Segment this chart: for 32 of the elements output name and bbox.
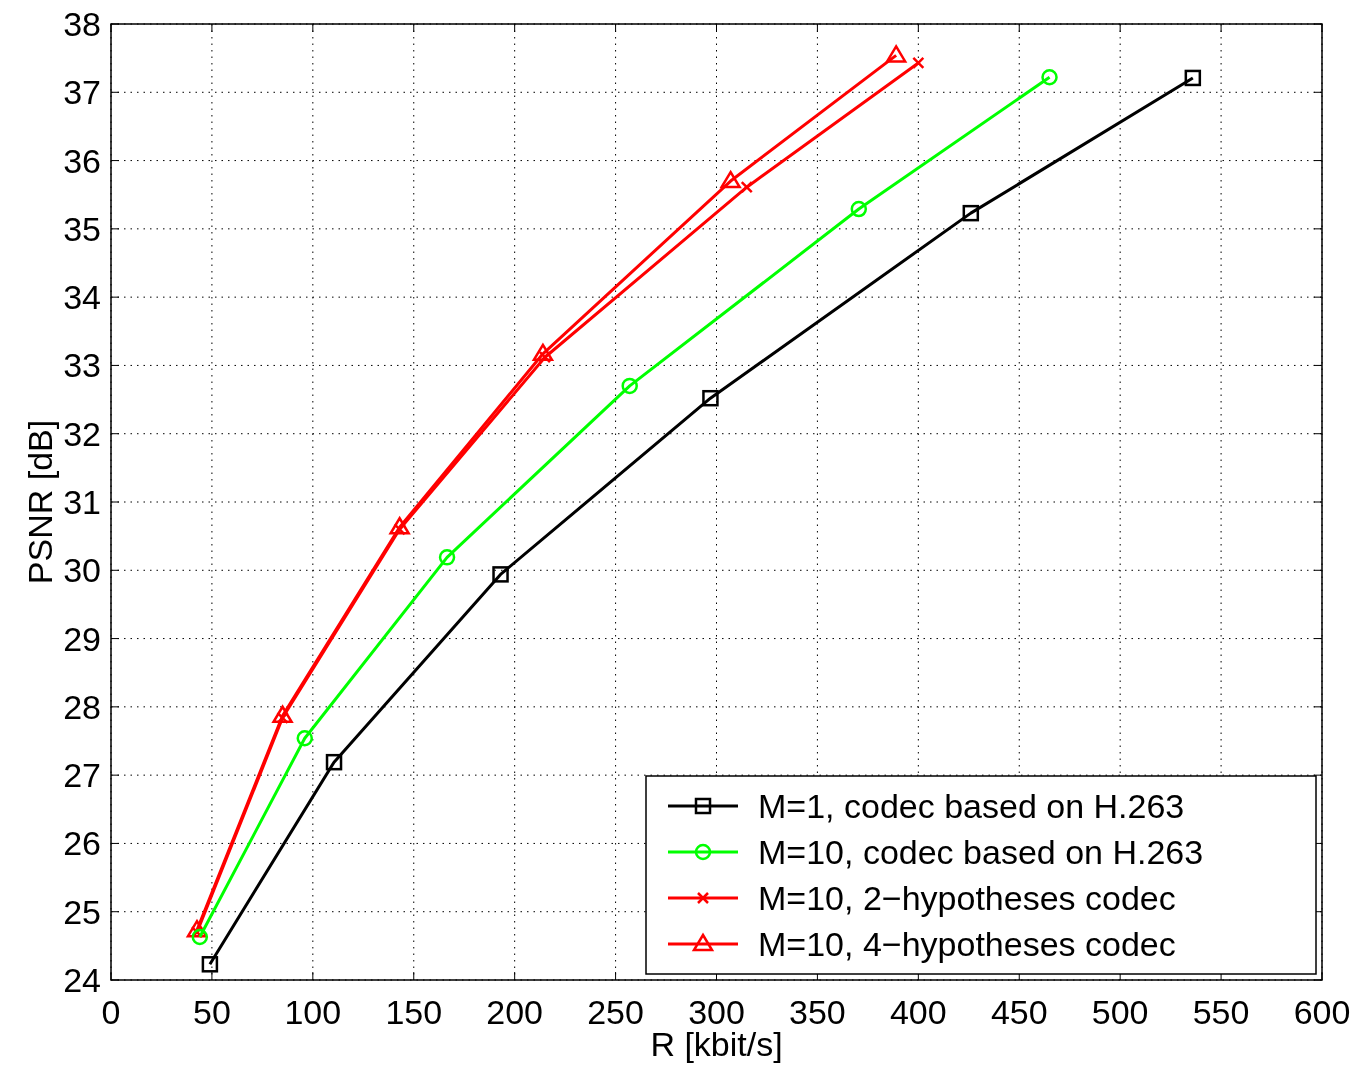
x-tick-label: 50 bbox=[193, 993, 231, 1031]
y-tick-label: 31 bbox=[63, 483, 101, 521]
y-tick-label: 33 bbox=[63, 346, 101, 385]
legend-label: M=10, 2−hypotheses codec bbox=[758, 879, 1176, 917]
y-tick-label: 26 bbox=[63, 824, 101, 863]
y-tick-label: 34 bbox=[63, 278, 101, 317]
y-tick-label: 24 bbox=[63, 961, 101, 999]
x-tick-label: 0 bbox=[101, 993, 121, 1031]
x-tick-label: 450 bbox=[990, 993, 1048, 1031]
x-tick-label: 100 bbox=[284, 993, 342, 1031]
legend-label: M=10, codec based on H.263 bbox=[758, 833, 1204, 871]
y-tick-label: 30 bbox=[63, 551, 101, 590]
y-tick-label: 28 bbox=[63, 687, 101, 726]
x-tick-label: 150 bbox=[385, 993, 443, 1031]
y-tick-label: 38 bbox=[63, 5, 101, 43]
y-tick-label: 35 bbox=[63, 209, 101, 248]
x-tick-label: 550 bbox=[1192, 993, 1250, 1031]
legend-label: M=10, 4−hypotheses codec bbox=[758, 925, 1176, 963]
x-tick-label: 200 bbox=[486, 993, 544, 1031]
x-tick-label: 400 bbox=[889, 993, 947, 1031]
x-tick-label: 250 bbox=[587, 993, 644, 1031]
y-tick-label: 37 bbox=[63, 73, 101, 112]
y-tick-label: 27 bbox=[63, 756, 101, 795]
y-tick-label: 25 bbox=[63, 892, 101, 931]
x-tick-label: 350 bbox=[789, 993, 846, 1031]
y-axis-title: PSNR [dB] bbox=[21, 419, 59, 585]
y-tick-label: 36 bbox=[63, 141, 101, 180]
y-tick-label: 32 bbox=[63, 414, 101, 453]
y-tick-label: 29 bbox=[63, 619, 101, 658]
legend-label: M=1, codec based on H.263 bbox=[758, 787, 1185, 825]
x-tick-label: 500 bbox=[1091, 993, 1149, 1031]
x-tick-label: 600 bbox=[1293, 993, 1351, 1031]
